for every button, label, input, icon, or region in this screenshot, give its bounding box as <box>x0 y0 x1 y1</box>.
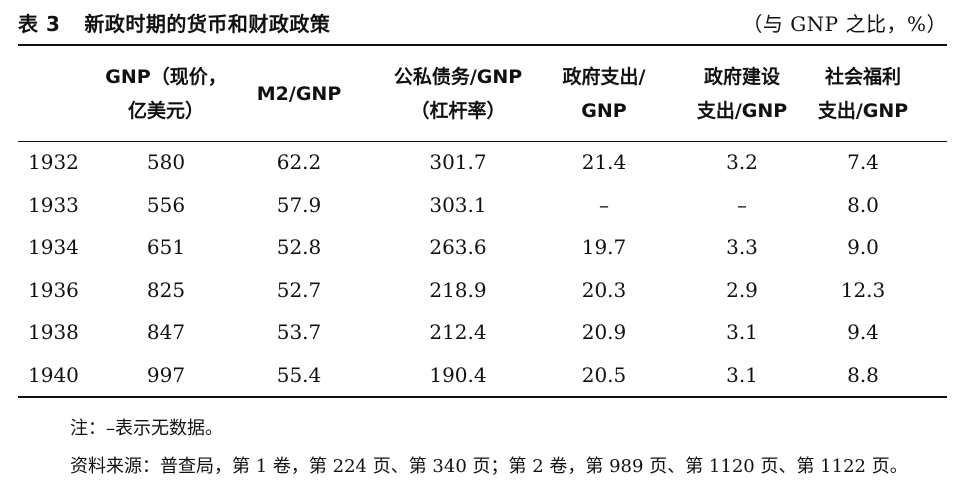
column-header-line: （杠杆率） <box>410 100 506 122</box>
table-cell: 3.1 <box>726 320 758 344</box>
column-header-line: 政府支出/ <box>562 66 646 88</box>
table-cell: 2.9 <box>726 277 758 302</box>
column-header: 社会福利支出/GNP <box>803 58 923 130</box>
table-cell: 997 <box>146 362 186 387</box>
table-cell: 20.3 <box>581 277 627 302</box>
table-cell: 190.4 <box>429 362 487 387</box>
table-cell: 580 <box>146 150 186 174</box>
table-cell: 212.4 <box>429 320 487 344</box>
table-cell: 303.1 <box>429 192 487 217</box>
table-cell: 55.4 <box>276 362 322 387</box>
table-row: 1933 556 57.9 303.1 – – 8.0 <box>18 184 947 226</box>
table-cell: 556 <box>146 192 186 217</box>
table-source: 资料来源：普查局，第 1 卷，第 224 页、第 340 页；第 2 卷，第 9… <box>70 456 908 477</box>
table-unit: （与 GNP 之比，%） <box>742 11 947 36</box>
year-cell: 1936 <box>28 277 79 302</box>
column-header-line: 支出/GNP <box>817 100 909 122</box>
top-rule <box>18 44 947 46</box>
table-cell: – <box>737 192 747 217</box>
column-header <box>18 58 88 130</box>
column-header-line: 政府建设 <box>703 66 780 88</box>
table-header: GNP（现价， 亿美元） M2/GNP 公私债务/GNP （杠杆率） 政府支出/GNP 政府… <box>18 58 947 130</box>
table-cell: 3.2 <box>726 150 758 174</box>
column-header-line: 公私债务/GNP <box>393 66 523 88</box>
table-cell: 8.8 <box>847 362 879 387</box>
column-header-line: 社会福利 <box>824 66 901 88</box>
table-row: 1936 825 52.7 218.9 20.3 2.9 12.3 <box>18 269 947 311</box>
table-cell: 651 <box>146 235 186 259</box>
table-row: 1940 997 55.4 190.4 20.5 3.1 8.8 <box>18 354 947 396</box>
header-rule <box>18 141 947 142</box>
year-cell: 1932 <box>28 150 79 174</box>
table-cell: 20.9 <box>581 320 627 344</box>
table-cell: 57.9 <box>276 192 322 217</box>
bottom-rule <box>18 396 947 398</box>
column-header: 公私债务/GNP （杠杆率） <box>373 58 543 130</box>
column-header-line: M2/GNP <box>256 83 342 105</box>
table-cell: 218.9 <box>429 277 487 302</box>
table-row: 1932 580 62.2 301.7 21.4 3.2 7.4 <box>18 141 947 183</box>
table-row: 1938 847 53.7 212.4 20.9 3.1 9.4 <box>18 311 947 353</box>
table-title: 表 3 新政时期的货币和财政政策 <box>18 8 330 37</box>
table-cell: 62.2 <box>276 150 322 174</box>
table-cell: 19.7 <box>581 235 627 259</box>
year-cell: 1940 <box>28 362 79 387</box>
table-note: 注：–表示无数据。 <box>70 418 223 439</box>
table-cell: 3.3 <box>726 235 758 259</box>
column-header-line: GNP <box>581 100 627 122</box>
table-cell: 12.3 <box>840 277 886 302</box>
table-cell: 3.1 <box>726 362 758 387</box>
table-cell: 263.6 <box>429 235 487 259</box>
column-header-line: 亿美元） <box>127 100 204 122</box>
table-cell: 21.4 <box>581 150 627 174</box>
table-cell: 52.7 <box>276 277 322 302</box>
column-header: GNP（现价， 亿美元） <box>96 58 236 130</box>
table-title-row: 表 3 新政时期的货币和财政政策 （与 GNP 之比，%） <box>18 6 947 38</box>
column-header-line: GNP（现价， <box>105 66 227 88</box>
table-cell: 8.0 <box>847 192 879 217</box>
year-cell: 1933 <box>28 192 79 217</box>
column-header: 政府支出/GNP <box>539 58 669 130</box>
table-row: 1934 651 52.8 263.6 19.7 3.3 9.0 <box>18 226 947 268</box>
table-cell: 52.8 <box>276 235 322 259</box>
table-cell: 20.5 <box>581 362 627 387</box>
table-cell: 825 <box>146 277 186 302</box>
table-cell: 847 <box>146 320 186 344</box>
table-title-text: 新政时期的货币和财政政策 <box>84 11 331 36</box>
table-number: 表 3 <box>18 11 61 36</box>
table-cell: 301.7 <box>429 150 487 174</box>
table-cell: – <box>599 192 609 217</box>
column-header: M2/GNP <box>239 58 359 130</box>
year-cell: 1934 <box>28 235 79 259</box>
table-cell: 9.0 <box>847 235 879 259</box>
column-header: 政府建设支出/GNP <box>672 58 812 130</box>
column-header-line: 支出/GNP <box>696 100 788 122</box>
table-cell: 9.4 <box>847 320 879 344</box>
table-cell: 7.4 <box>847 150 879 174</box>
table-cell: 53.7 <box>276 320 322 344</box>
year-cell: 1938 <box>28 320 79 344</box>
